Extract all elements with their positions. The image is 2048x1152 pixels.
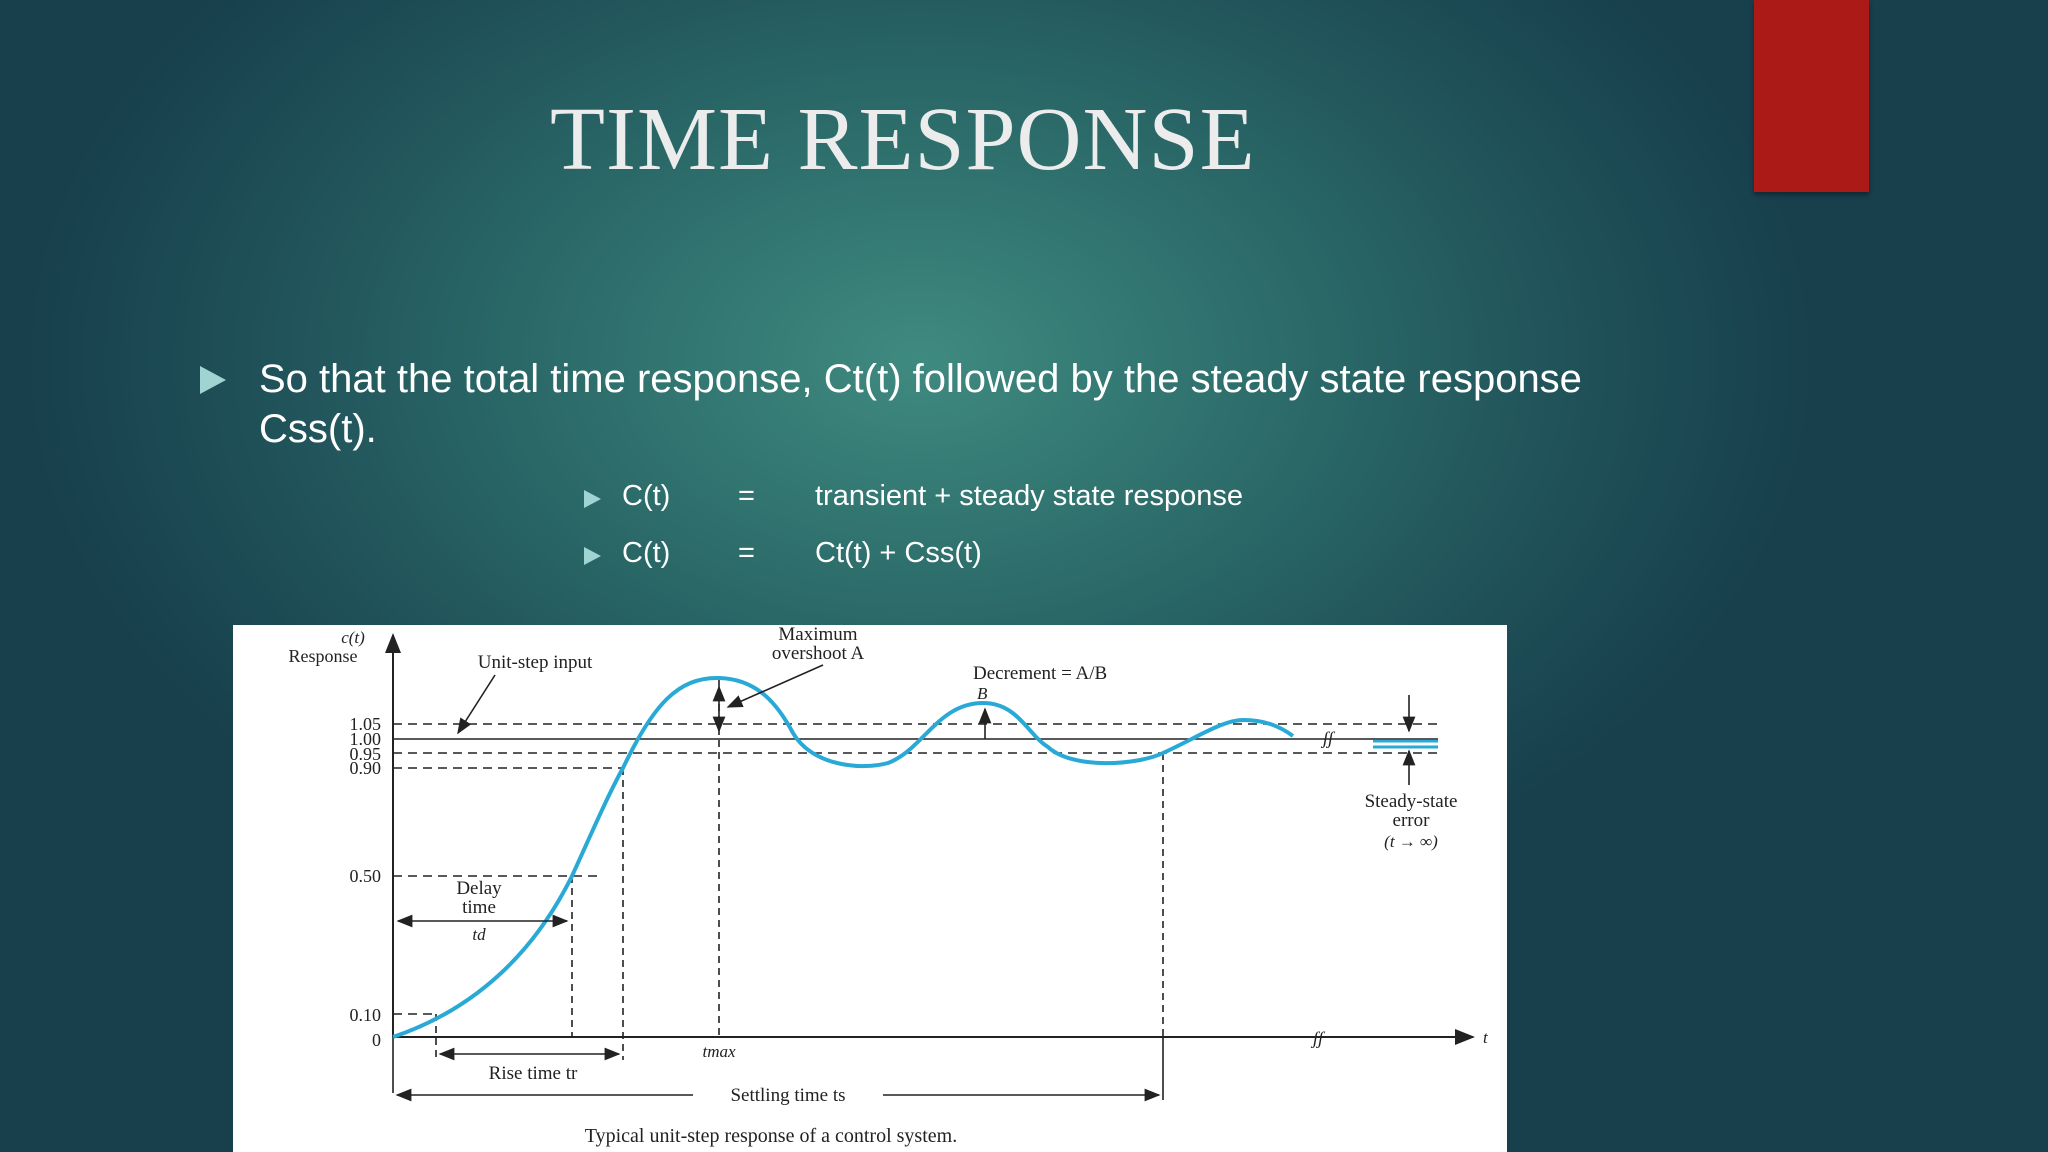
tick-label-1-00: 1.00 (350, 729, 382, 749)
bullet-arrow-icon (584, 547, 601, 565)
equation-bullet-2: C(t) = Ct(t) + Css(t) (584, 537, 1384, 577)
tick-label-0-90: 0.90 (350, 758, 382, 778)
equation-lhs: C(t) (622, 480, 671, 512)
figure-caption: Typical unit-step response of a control … (585, 1125, 957, 1147)
unit-step-input-label: Unit-step input (478, 652, 593, 673)
delay-time-label-line2: time (462, 897, 496, 918)
rise-time-label: Rise time tr (489, 1063, 578, 1084)
equation-bullet-1: C(t) = transient + steady state response (584, 480, 1384, 520)
bullet-arrow-icon (200, 366, 226, 394)
bullet-arrow-icon (584, 490, 601, 508)
response-curve (392, 675, 1295, 1039)
y-axis-label: Response (289, 646, 358, 666)
tick-label-0-10: 0.10 (350, 1005, 382, 1025)
x-axis-label: t (1483, 1028, 1489, 1047)
steady-state-error-label-line3: (t → ∞) (1384, 832, 1438, 851)
steady-state-error-label-line1: Steady-state (1365, 791, 1458, 812)
step-response-figure: c(t) Response 1.05 1.00 0.95 0.90 0.50 0… (233, 625, 1507, 1152)
tick-label-1-05: 1.05 (350, 714, 382, 734)
equation-rhs: transient + steady state response (815, 480, 1244, 512)
equation-rhs: Ct(t) + Css(t) (815, 537, 982, 569)
main-bullet-text: So that the total time response, Ct(t) f… (259, 357, 1582, 451)
equation-equals: = (738, 480, 755, 512)
main-bullet: So that the total time response, Ct(t) f… (200, 354, 1700, 454)
step-response-diagram: c(t) Response 1.05 1.00 0.95 0.90 0.50 0… (289, 625, 1490, 1147)
settling-time-label: Settling time ts (730, 1085, 845, 1106)
settling-label-backdrop (693, 1083, 883, 1107)
axis-break-icon: ʃʃ (1320, 728, 1336, 748)
decrement-label: Decrement = A/B (973, 663, 1107, 684)
overshoot-pointer (726, 664, 824, 708)
slide-title: TIME RESPONSE (550, 90, 1256, 189)
max-overshoot-label-line1: Maximum (778, 625, 857, 645)
equation-lhs: C(t) (622, 537, 671, 569)
tick-label-0: 0 (372, 1030, 381, 1050)
delay-time-symbol: td (472, 925, 486, 944)
y-axis-symbol: c(t) (341, 628, 365, 647)
decrement-b-label: B (977, 684, 988, 703)
axis-break-icon: ʃʃ (1310, 1028, 1326, 1048)
max-overshoot-label-line2: overshoot A (772, 643, 865, 664)
unit-step-pointer (457, 674, 496, 735)
tick-label-0-95: 0.95 (350, 744, 382, 764)
tmax-label: tmax (702, 1042, 736, 1061)
red-accent-tab (1754, 0, 1869, 192)
tick-label-0-50: 0.50 (350, 866, 382, 886)
equation-equals: = (738, 537, 755, 569)
steady-state-error-label-line2: error (1393, 810, 1431, 831)
delay-time-label-line1: Delay (456, 878, 502, 899)
